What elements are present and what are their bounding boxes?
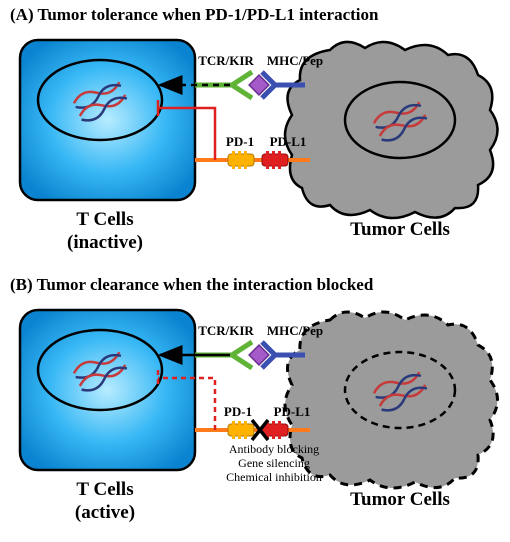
- block-text3: Chemical inhibition: [226, 470, 322, 484]
- tcr-label-b: TCR/KIR: [198, 323, 254, 338]
- block-text1: Antibody blocking: [229, 442, 319, 456]
- pd1-label-b: PD-1: [224, 404, 252, 419]
- tumor-a: [285, 42, 498, 218]
- pdl1-label-a: PD-L1: [270, 134, 307, 149]
- block-text2: Gene silencing: [238, 456, 310, 470]
- mhc-label-a: MHC/Pep: [267, 53, 323, 68]
- tcr-label-a: TCR/KIR: [198, 53, 254, 68]
- tcell-a: [20, 40, 195, 200]
- pd1-label-a: PD-1: [226, 134, 254, 149]
- tumor-b: [285, 312, 498, 488]
- panel-a: (A) Tumor tolerance when PD-1/PD-L1 inte…: [10, 5, 498, 253]
- mhc-label-b: MHC/Pep: [267, 323, 323, 338]
- tcell-state-a: (inactive): [67, 232, 143, 253]
- tcell-state-b: (active): [75, 502, 135, 523]
- tcell-label-a: T Cells: [76, 209, 133, 230]
- panel-b: (B) Tumor clearance when the interaction…: [10, 275, 498, 523]
- tumor-label-a: Tumor Cells: [350, 219, 450, 240]
- tcell-label-b: T Cells: [76, 479, 133, 500]
- tumor-label-b: Tumor Cells: [350, 489, 450, 510]
- panel-a-title: (A) Tumor tolerance when PD-1/PD-L1 inte…: [10, 5, 379, 24]
- panel-b-title: (B) Tumor clearance when the interaction…: [10, 275, 374, 294]
- pdl1-label-b: PD-L1: [274, 404, 311, 419]
- tcell-b: [20, 310, 195, 470]
